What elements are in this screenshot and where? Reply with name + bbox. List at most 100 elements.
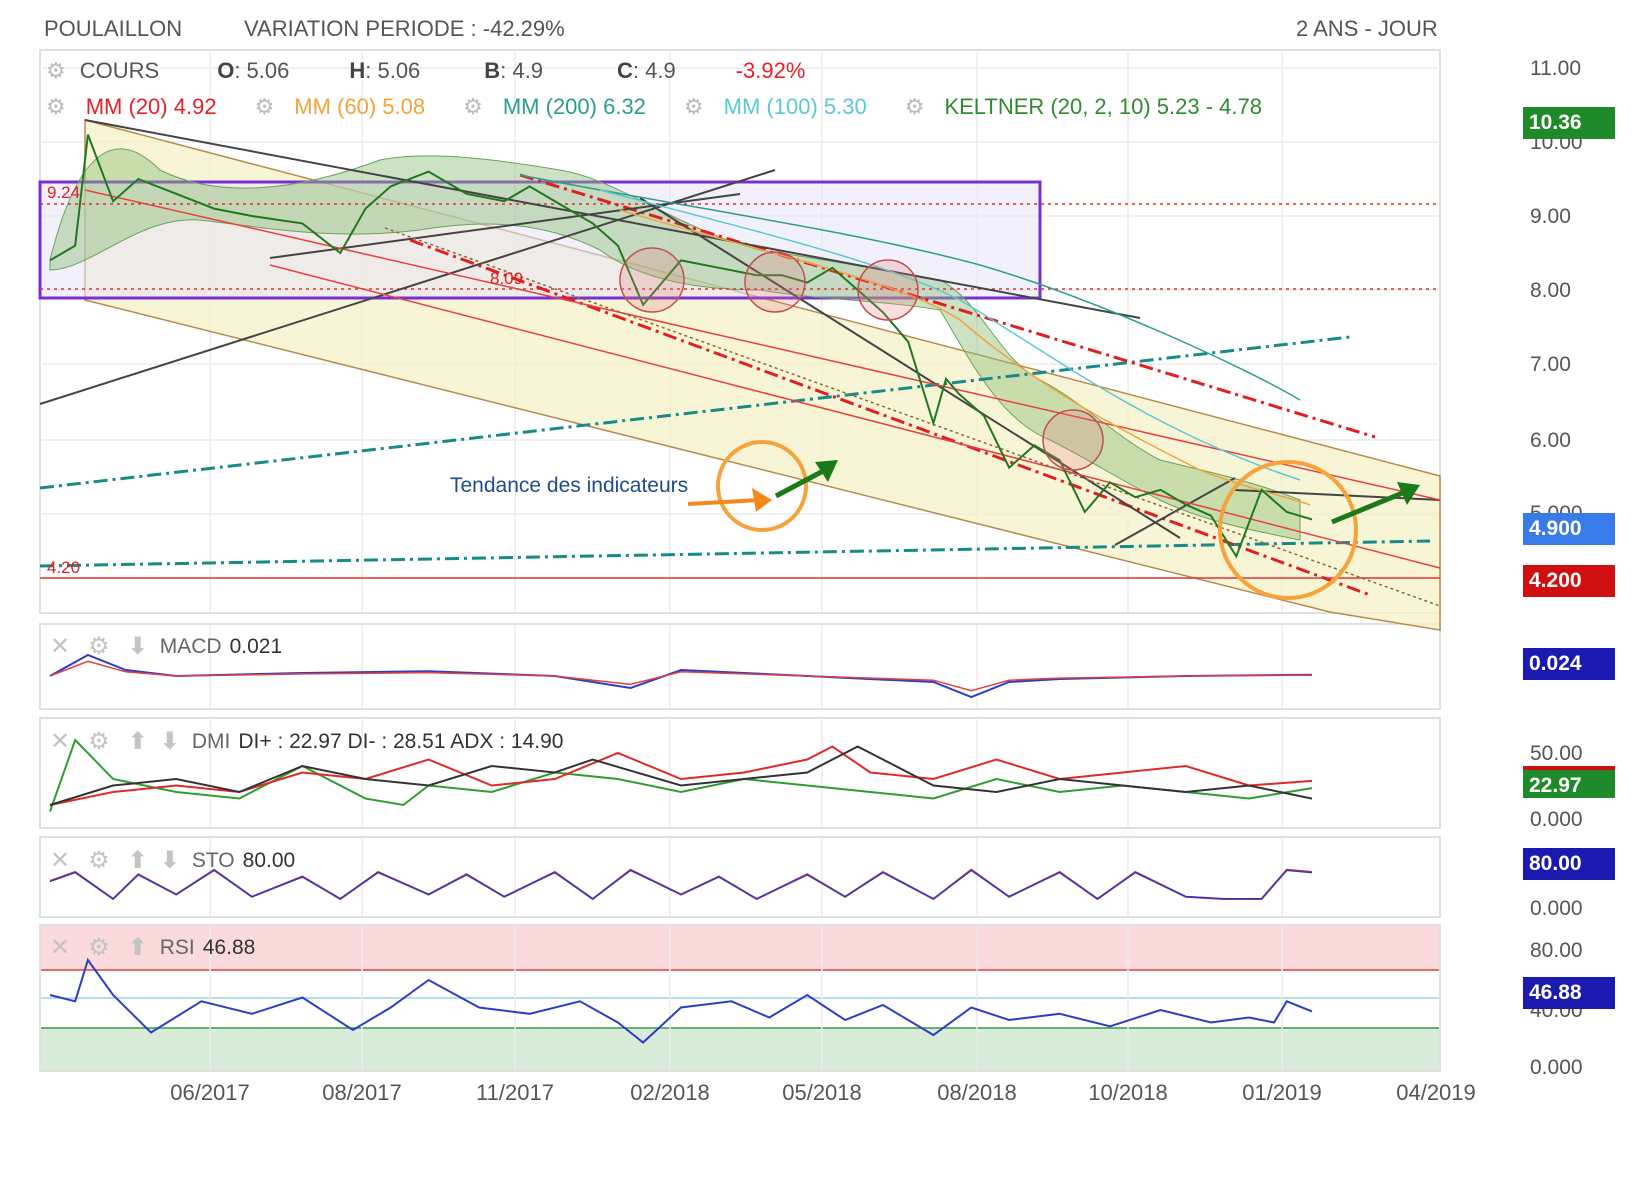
open-value: : 5.06 [234, 58, 290, 83]
arrow-up-icon[interactable]: ⬆ [127, 934, 148, 961]
teal-dashdot-lower [39, 539, 1431, 568]
badge-price: 4.900 [1523, 513, 1615, 545]
keltner-cloud [49, 148, 1301, 541]
open-label: O [217, 58, 235, 83]
gear-icon[interactable]: ⚙ [904, 94, 925, 119]
rsi-overbought-zone [41, 926, 1439, 970]
rsi-name: RSI [159, 935, 195, 959]
dmi-value: DI+ : 22.97 DI- : 28.51 ADX : 14.90 [238, 729, 564, 753]
sto-name: STO [191, 848, 235, 872]
macd-signal-line [49, 660, 1313, 692]
indicator-4: ⚙ KELTNER (20, 2, 10) 5.23 - 4.78 [905, 94, 1262, 120]
arrow-up-icon[interactable]: ⬆ [127, 847, 148, 874]
macd-line [49, 653, 1313, 699]
mm100-line [599, 189, 1301, 481]
xtick-label: 05/2018 [782, 1080, 862, 1105]
macd-label: ✕ ⚙ ⬇ MACD 0.021 [50, 632, 282, 661]
black-trend-4 [639, 197, 1181, 539]
highlight-circle-2 [744, 251, 806, 313]
period-range[interactable]: 2 ANS - JOUR [1296, 16, 1438, 41]
sto-tick-0: 0.000 [1530, 897, 1583, 920]
highlight-circle-4 [1042, 409, 1104, 471]
gear-icon[interactable]: ⚙ [88, 847, 110, 874]
ytick-11: 11.00 [1530, 57, 1581, 80]
consolidation-box [38, 180, 1042, 300]
level-924-label: 9.24 [47, 183, 80, 202]
macd-panel-frame [39, 623, 1441, 710]
trend-annotation: Tendance des indicateurs [450, 474, 688, 497]
arrow-down-icon[interactable]: ⬇ [127, 633, 148, 660]
sto-value: 80.00 [242, 848, 296, 872]
badge-sto: 80.00 [1523, 848, 1615, 880]
sto-panel-frame [39, 836, 1441, 918]
low-label: B [484, 58, 501, 83]
gear-icon[interactable]: ⚙ [88, 633, 110, 660]
indicator-1: ⚙ MM (60) 5.08 [255, 94, 426, 120]
black-trend-1 [39, 169, 776, 405]
red-line-2 [269, 264, 1441, 569]
high-label: H [349, 58, 366, 83]
arrow-down-icon[interactable]: ⬇ [159, 728, 180, 755]
dmi-tick-0: 0.000 [1530, 808, 1583, 831]
rsi-oversold-zone [41, 1028, 1439, 1070]
sto-label: ✕ ⚙ ⬆ ⬇ STO 80.00 [50, 846, 295, 875]
black-trend-3 [84, 119, 1141, 319]
ytick-8: 8.00 [1530, 279, 1571, 302]
period-variation: VARIATION PERIODE : -42.29% [244, 16, 565, 41]
gear-icon[interactable]: ⚙ [88, 934, 110, 961]
gear-icon[interactable]: ⚙ [46, 94, 66, 119]
ytick-9: 9.00 [1530, 205, 1571, 228]
dmi-panel-frame [39, 717, 1441, 829]
close-label: C [617, 58, 633, 83]
ytick-6: 6.00 [1530, 429, 1571, 452]
green-arrow-legend-line [774, 467, 827, 499]
close-icon[interactable]: ✕ [50, 847, 71, 874]
close-icon[interactable]: ✕ [50, 934, 71, 961]
level-809-label: 8.09 [490, 269, 523, 288]
close-icon[interactable]: ✕ [50, 633, 71, 660]
dmi-di-line [49, 745, 1313, 806]
orange-circle-recent [1218, 460, 1358, 600]
sto-k-line [49, 869, 1313, 900]
green-arrow-legend-head [815, 460, 838, 482]
xtick-label: 08/2018 [937, 1080, 1017, 1105]
indicator-label: KELTNER (20, 2, 10) 5.23 - 4.78 [944, 94, 1262, 119]
level-420-label: 4.20 [47, 558, 80, 577]
gear-icon[interactable]: ⚙ [46, 58, 66, 83]
change-value: -3.92% [735, 58, 806, 83]
red-dashdot-lower [409, 238, 1371, 597]
indicator-3: ⚙ MM (100) 5.30 [684, 94, 867, 120]
gear-icon[interactable]: ⚙ [463, 94, 483, 119]
orange-arrow-head [752, 488, 772, 512]
indicator-legend: ⚙ MM (20) 4.92 ⚙ MM (60) 5.08 ⚙ MM (200) 6.32… [46, 94, 1262, 120]
price-line [49, 134, 1313, 559]
macd-value: 0.021 [229, 634, 283, 658]
gear-icon[interactable]: ⚙ [683, 94, 704, 119]
high-value: : 5.06 [365, 58, 421, 83]
gear-icon[interactable]: ⚙ [88, 728, 110, 755]
arrow-down-icon[interactable]: ⬇ [159, 847, 180, 874]
quote-legend: ⚙ COURS O : 5.06 H : 5.06 B : 4.9 C : 4.… [46, 58, 805, 84]
stock-title: POULAILLON [44, 16, 183, 41]
dmi-name: DMI [191, 729, 231, 753]
brown-dotted [384, 227, 1441, 607]
close-icon[interactable]: ✕ [50, 728, 71, 755]
xtick-label: 11/2017 [476, 1080, 554, 1105]
gear-icon[interactable]: ⚙ [254, 94, 275, 119]
indicator-0: ⚙ MM (20) 4.92 [46, 94, 217, 120]
rsi-line [49, 957, 1313, 1044]
green-arrow-recent-head [1397, 482, 1420, 505]
mm200-line [519, 174, 1301, 401]
indicator-2: ⚙ MM (200) 6.32 [463, 94, 646, 120]
badge-top: 10.36 [1523, 107, 1615, 139]
xtick-label: 08/2017 [322, 1080, 402, 1105]
macd-name: MACD [159, 634, 222, 658]
dmi-adx-line [49, 745, 1313, 806]
badge-macd: 0.024 [1523, 648, 1615, 680]
highlight-circle-1 [619, 247, 685, 313]
black-trend-2 [269, 193, 741, 259]
price-panel-frame [39, 49, 1441, 614]
arrow-up-icon[interactable]: ⬆ [127, 728, 148, 755]
teal-dashdot-upper [39, 335, 1351, 490]
